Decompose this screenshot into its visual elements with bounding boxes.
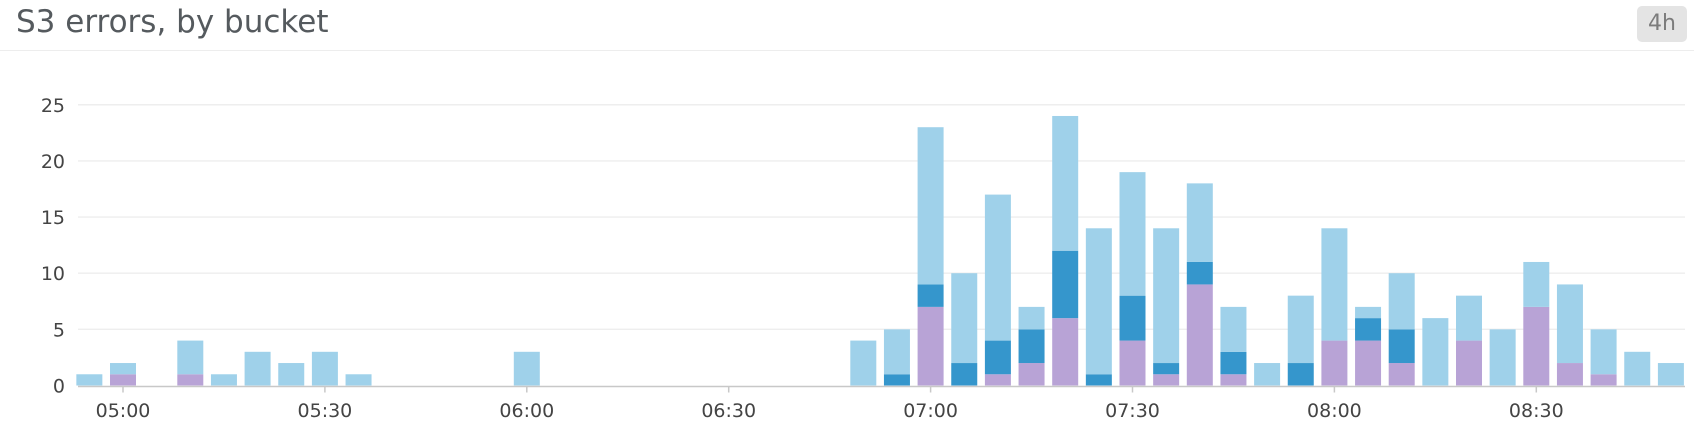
bar-0700-c[interactable] <box>917 306 944 386</box>
x-tick-label: 06:00 <box>499 400 554 422</box>
bar-0725-b[interactable] <box>1085 374 1112 386</box>
bar-0735-a[interactable] <box>1153 228 1180 364</box>
y-axis-labels: 0 5 10 15 20 25 <box>41 95 65 398</box>
x-axis: 05:00 05:30 06:00 06:30 07:00 07:30 08:00 08:30 <box>78 385 1685 422</box>
x-tick-label: 06:30 <box>701 400 756 422</box>
x-tick-label: 07:00 <box>903 400 958 422</box>
bar-0515-a[interactable] <box>210 374 237 386</box>
bar-0500-c[interactable] <box>110 374 136 386</box>
timeframe-badge[interactable]: 4h <box>1637 6 1687 42</box>
bar-0745-b[interactable] <box>1220 351 1247 375</box>
x-tick-label: 05:30 <box>298 400 353 422</box>
bar-0510-a[interactable] <box>177 340 204 375</box>
bar-0730-a[interactable] <box>1119 172 1146 296</box>
y-tick-label: 10 <box>41 263 65 285</box>
bar-0810-a[interactable] <box>1388 273 1415 330</box>
bar-0840-c[interactable] <box>1590 374 1617 386</box>
bar-0845-a[interactable] <box>1624 351 1651 386</box>
bar-0755-a[interactable] <box>1287 295 1314 364</box>
y-tick-label: 15 <box>41 207 65 229</box>
bar-0655-a[interactable] <box>883 329 910 375</box>
y-tick-label: 0 <box>53 376 65 398</box>
bar-0720-a[interactable] <box>1052 115 1079 251</box>
y-tick-label: 25 <box>41 95 65 117</box>
bar-0805-c[interactable] <box>1355 340 1382 386</box>
bar-0740-a[interactable] <box>1186 183 1213 262</box>
bar-0730-c[interactable] <box>1119 340 1146 386</box>
bar-0830-c[interactable] <box>1523 306 1550 386</box>
grid-lines <box>78 104 1685 331</box>
bar-0840-a[interactable] <box>1590 329 1617 375</box>
bar-0710-b[interactable] <box>984 340 1011 375</box>
bar-series <box>76 115 1684 386</box>
x-tick-label: 07:30 <box>1105 400 1160 422</box>
bar-0815-a[interactable] <box>1422 318 1449 386</box>
bar-0720-b[interactable] <box>1052 250 1079 319</box>
bar-0710-a[interactable] <box>984 194 1011 341</box>
bar-0835-c[interactable] <box>1556 363 1583 386</box>
bar-0745-a[interactable] <box>1220 306 1247 352</box>
bar-0715-a[interactable] <box>1018 306 1045 330</box>
bar-0805-b[interactable] <box>1355 318 1382 341</box>
bar-0500-a[interactable] <box>110 363 136 375</box>
bar-0705-a[interactable] <box>951 273 978 364</box>
bar-0720-c[interactable] <box>1052 318 1079 386</box>
bar-0525-a[interactable] <box>278 363 305 386</box>
bar-0735-b[interactable] <box>1153 363 1180 375</box>
bar-0455-a[interactable] <box>76 374 103 386</box>
bar-0530-a[interactable] <box>311 351 338 386</box>
bar-0700-b[interactable] <box>917 284 944 307</box>
bar-0715-b[interactable] <box>1018 329 1045 364</box>
bar-0830-a[interactable] <box>1523 261 1550 307</box>
bar-0810-c[interactable] <box>1388 363 1415 386</box>
bar-0510-c[interactable] <box>177 374 204 386</box>
bar-0750-a[interactable] <box>1254 363 1281 386</box>
bar-0810-b[interactable] <box>1388 329 1415 364</box>
header-divider <box>0 50 1694 51</box>
bar-0740-c[interactable] <box>1186 284 1213 386</box>
x-tick-label: 08:00 <box>1307 400 1362 422</box>
x-tick-label: 05:00 <box>96 400 151 422</box>
bar-0705-b[interactable] <box>951 363 978 386</box>
bar-0835-a[interactable] <box>1556 284 1583 364</box>
bar-0520-a[interactable] <box>244 351 271 386</box>
bar-0800-a[interactable] <box>1321 228 1348 341</box>
y-tick-label: 20 <box>41 151 65 173</box>
bar-0730-b[interactable] <box>1119 295 1146 341</box>
bar-0715-c[interactable] <box>1018 363 1045 386</box>
bar-0710-c[interactable] <box>984 374 1011 386</box>
chart-title: S3 errors, by bucket <box>16 4 329 40</box>
bar-0535-a[interactable] <box>345 374 372 386</box>
bar-0800-c[interactable] <box>1321 340 1348 386</box>
bar-0725-a[interactable] <box>1085 228 1112 375</box>
bar-0745-c[interactable] <box>1220 374 1247 386</box>
bar-0850-a[interactable] <box>1657 363 1684 386</box>
bar-0735-c[interactable] <box>1153 374 1180 386</box>
bar-0740-b[interactable] <box>1186 261 1213 285</box>
bar-0820-c[interactable] <box>1456 340 1482 386</box>
x-tick-label: 08:30 <box>1509 400 1564 422</box>
bar-0825-a[interactable] <box>1489 329 1516 386</box>
bar-0650-a[interactable] <box>850 340 877 386</box>
y-tick-label: 5 <box>53 319 65 341</box>
bar-0655-b[interactable] <box>883 374 910 386</box>
bar-0820-a[interactable] <box>1456 295 1482 341</box>
bar-0700-a[interactable] <box>917 127 944 285</box>
bar-0805-a[interactable] <box>1355 306 1382 319</box>
bar-0600-a[interactable] <box>513 351 540 386</box>
bar-0755-b[interactable] <box>1287 363 1314 386</box>
